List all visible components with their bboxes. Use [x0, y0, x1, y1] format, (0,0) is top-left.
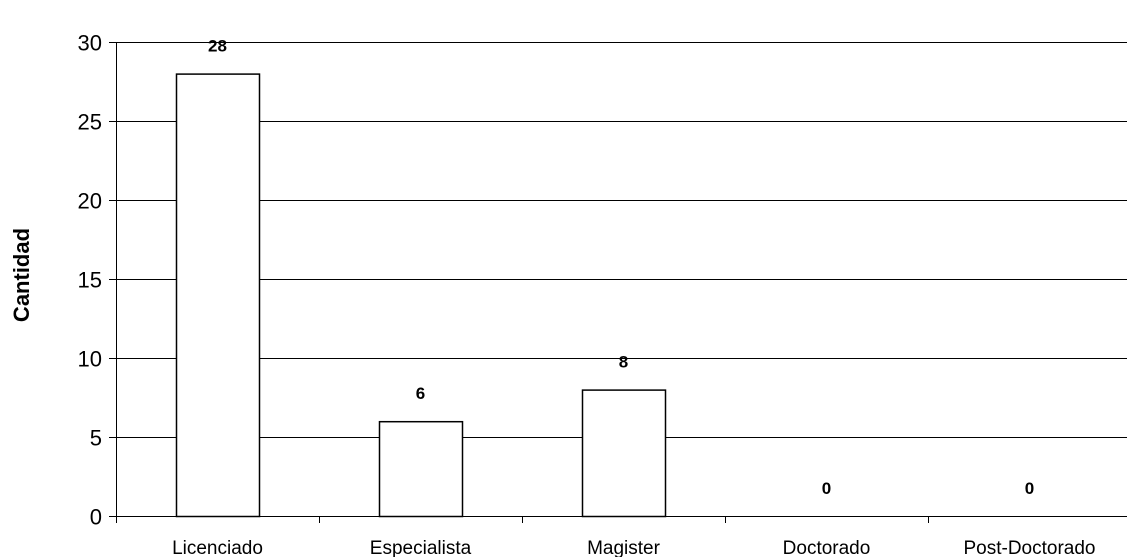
x-category-label: Magister: [587, 538, 661, 557]
x-category-label: Post-Doctorado: [963, 538, 1095, 557]
x-category-label: Doctorado: [783, 538, 871, 557]
y-axis-title: Cantidad: [9, 228, 34, 322]
bar: [175, 73, 261, 518]
bar: [378, 420, 464, 518]
y-tick-label: 20: [78, 189, 102, 214]
y-tick-label: 0: [90, 505, 102, 530]
y-tick-label: 10: [78, 347, 102, 372]
data-label: 0: [1025, 479, 1034, 498]
data-label: 8: [619, 353, 628, 372]
y-tick-label: 15: [78, 268, 102, 293]
data-label: 28: [208, 37, 227, 56]
y-tick-label: 30: [78, 31, 102, 56]
data-label: 0: [822, 479, 831, 498]
bar: [581, 389, 667, 518]
x-category-label: Especialista: [370, 538, 472, 557]
y-tick-label: 5: [90, 426, 102, 451]
x-category-label: Licenciado: [172, 538, 263, 557]
data-label: 6: [416, 384, 425, 403]
y-tick-label: 25: [78, 110, 102, 135]
